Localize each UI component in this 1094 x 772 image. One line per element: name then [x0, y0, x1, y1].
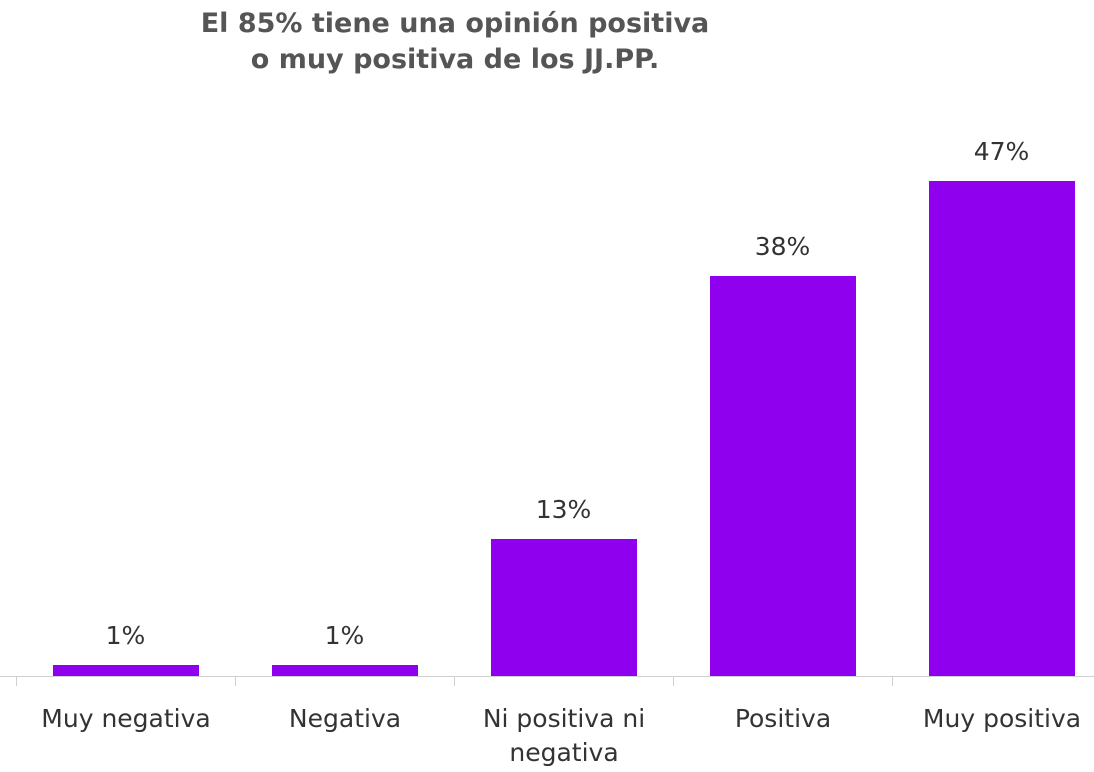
x-tick [16, 676, 17, 686]
x-tick [235, 676, 236, 686]
bar [928, 181, 1075, 676]
value-label: 38% [754, 231, 811, 261]
x-tick [454, 676, 455, 686]
bar [271, 665, 418, 676]
bar [52, 665, 199, 676]
x-tick-label: Positiva [734, 704, 832, 733]
bar [709, 275, 856, 676]
x-tick-label: Negativa [288, 704, 402, 733]
x-tick [673, 676, 674, 686]
x-tick-label: Muy positiva [922, 704, 1082, 733]
x-tick [892, 676, 893, 686]
value-label: 47% [973, 137, 1030, 166]
value-label: 13% [535, 495, 592, 525]
value-label: 1% [105, 621, 146, 651]
x-tick-label: Muy negativa [41, 704, 211, 733]
value-label: 1% [324, 621, 365, 651]
bar [490, 539, 637, 676]
x-axis [0, 676, 1094, 677]
chart-title: El 85% tiene una opinión positiva o muy … [200, 8, 710, 75]
x-tick-label: Ni positiva ni negativa [482, 704, 646, 767]
